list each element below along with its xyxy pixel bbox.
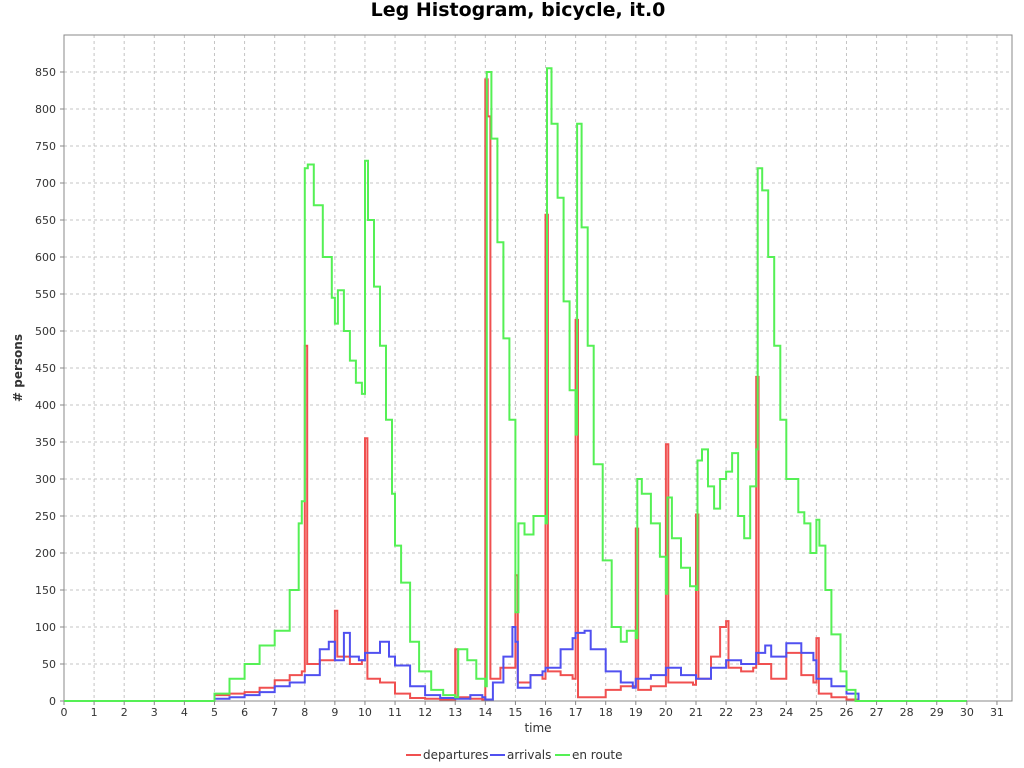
y-tick-label: 800 xyxy=(35,103,56,116)
x-tick-label: 31 xyxy=(990,706,1004,719)
y-tick-label: 300 xyxy=(35,473,56,486)
x-tick-label: 23 xyxy=(749,706,763,719)
x-tick-label: 7 xyxy=(271,706,278,719)
x-tick-label: 18 xyxy=(599,706,613,719)
x-tick-label: 21 xyxy=(689,706,703,719)
x-tick-label: 8 xyxy=(301,706,308,719)
y-tick-label: 200 xyxy=(35,547,56,560)
y-tick-label: 650 xyxy=(35,214,56,227)
y-tick-label: 0 xyxy=(49,695,56,708)
y-tick-label: 400 xyxy=(35,399,56,412)
x-tick-label: 30 xyxy=(960,706,974,719)
legend-label-en-route: en route xyxy=(572,748,623,762)
x-tick-label: 1 xyxy=(91,706,98,719)
x-tick-label: 24 xyxy=(779,706,793,719)
series-layer xyxy=(64,67,967,702)
x-tick-label: 16 xyxy=(539,706,553,719)
x-tick-label: 10 xyxy=(358,706,372,719)
y-tick-label: 250 xyxy=(35,510,56,523)
x-tick-label: 15 xyxy=(508,706,522,719)
series-line-arrivals xyxy=(64,626,967,702)
x-tick-label: 28 xyxy=(900,706,914,719)
legend-label-arrivals: arrivals xyxy=(507,748,551,762)
y-tick-label: 150 xyxy=(35,584,56,597)
y-axis-ticks: 0 50 100 150 200 250 300 350 400 450 500 550 600 650 7… xyxy=(35,66,64,708)
y-tick-label: 700 xyxy=(35,177,56,190)
y-axis-label: # persons xyxy=(11,334,25,402)
y-tick-label: 500 xyxy=(35,325,56,338)
x-tick-label: 29 xyxy=(930,706,944,719)
x-tick-label: 3 xyxy=(151,706,158,719)
x-tick-label: 5 xyxy=(211,706,218,719)
y-tick-label: 100 xyxy=(35,621,56,634)
x-tick-label: 12 xyxy=(418,706,432,719)
x-tick-label: 27 xyxy=(870,706,884,719)
legend: departures arrivals en route xyxy=(406,748,623,762)
legend-label-departures: departures xyxy=(423,748,489,762)
y-tick-label: 750 xyxy=(35,140,56,153)
x-axis-label: time xyxy=(524,721,551,735)
x-tick-label: 25 xyxy=(809,706,823,719)
x-tick-label: 9 xyxy=(331,706,338,719)
x-axis-ticks: 0 1 2 3 4 5 6 7 8 9 10 11 12 13 14 15 16 17 18 19 20 21 22 23 24… xyxy=(61,701,1004,719)
x-tick-label: 20 xyxy=(659,706,673,719)
y-tick-label: 450 xyxy=(35,362,56,375)
chart-title: Leg Histogram, bicycle, it.0 xyxy=(371,0,666,21)
x-tick-label: 19 xyxy=(629,706,643,719)
x-tick-label: 17 xyxy=(569,706,583,719)
y-tick-label: 550 xyxy=(35,288,56,301)
y-tick-label: 600 xyxy=(35,251,56,264)
x-tick-label: 0 xyxy=(61,706,68,719)
x-tick-label: 11 xyxy=(388,706,402,719)
x-tick-label: 13 xyxy=(448,706,462,719)
x-tick-label: 22 xyxy=(719,706,733,719)
y-tick-label: 350 xyxy=(35,436,56,449)
x-tick-label: 26 xyxy=(839,706,853,719)
grid-lines xyxy=(63,35,1012,702)
x-tick-label: 4 xyxy=(181,706,188,719)
y-tick-label: 50 xyxy=(42,658,56,671)
y-tick-label: 850 xyxy=(35,66,56,79)
x-tick-label: 6 xyxy=(241,706,248,719)
x-tick-label: 2 xyxy=(121,706,128,719)
series-line-en-route xyxy=(64,67,967,702)
x-tick-label: 14 xyxy=(478,706,492,719)
series-line-departures xyxy=(64,78,967,702)
